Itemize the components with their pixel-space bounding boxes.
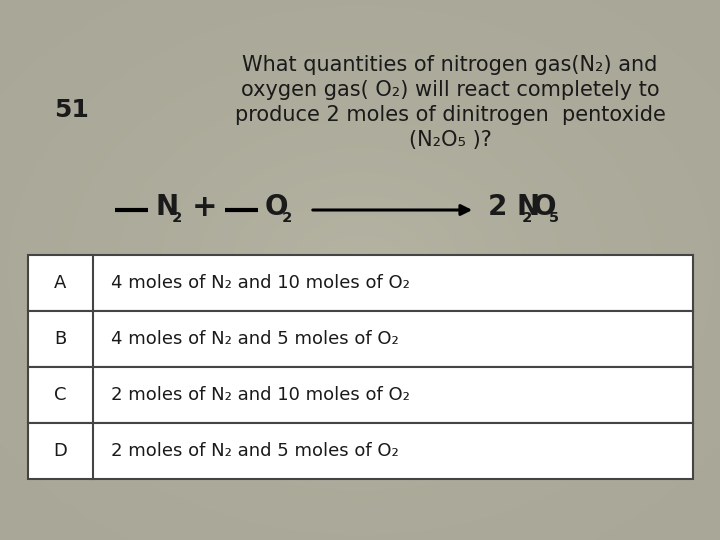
Text: 2 moles of N₂ and 5 moles of O₂: 2 moles of N₂ and 5 moles of O₂ (111, 442, 399, 460)
Text: What quantities of nitrogen gas(N₂) and: What quantities of nitrogen gas(N₂) and (243, 55, 657, 75)
Text: +: + (192, 192, 218, 221)
Text: produce 2 moles of dinitrogen  pentoxide: produce 2 moles of dinitrogen pentoxide (235, 105, 665, 125)
Text: N: N (155, 193, 178, 221)
Text: O: O (265, 193, 289, 221)
Bar (28, 255, 693, 311)
Text: A: A (54, 274, 67, 292)
Bar (28, 367, 693, 423)
Text: 4 moles of N₂ and 10 moles of O₂: 4 moles of N₂ and 10 moles of O₂ (111, 274, 410, 292)
Text: C: C (54, 386, 67, 404)
Text: D: D (53, 442, 68, 460)
Text: B: B (55, 330, 67, 348)
Text: ₂: ₂ (172, 203, 182, 227)
Text: ₂: ₂ (522, 203, 532, 227)
Text: oxygen gas( O₂) will react completely to: oxygen gas( O₂) will react completely to (240, 80, 660, 100)
Text: 2 N: 2 N (488, 193, 540, 221)
Text: (N₂O₅ )?: (N₂O₅ )? (408, 130, 492, 150)
Text: 2 moles of N₂ and 10 moles of O₂: 2 moles of N₂ and 10 moles of O₂ (111, 386, 410, 404)
Text: O: O (533, 193, 557, 221)
Text: 4 moles of N₂ and 5 moles of O₂: 4 moles of N₂ and 5 moles of O₂ (111, 330, 399, 348)
Text: ₅: ₅ (549, 203, 559, 227)
Bar (28, 311, 693, 367)
Text: ₂: ₂ (282, 203, 292, 227)
Text: 51: 51 (55, 98, 89, 122)
Bar (28, 423, 693, 479)
